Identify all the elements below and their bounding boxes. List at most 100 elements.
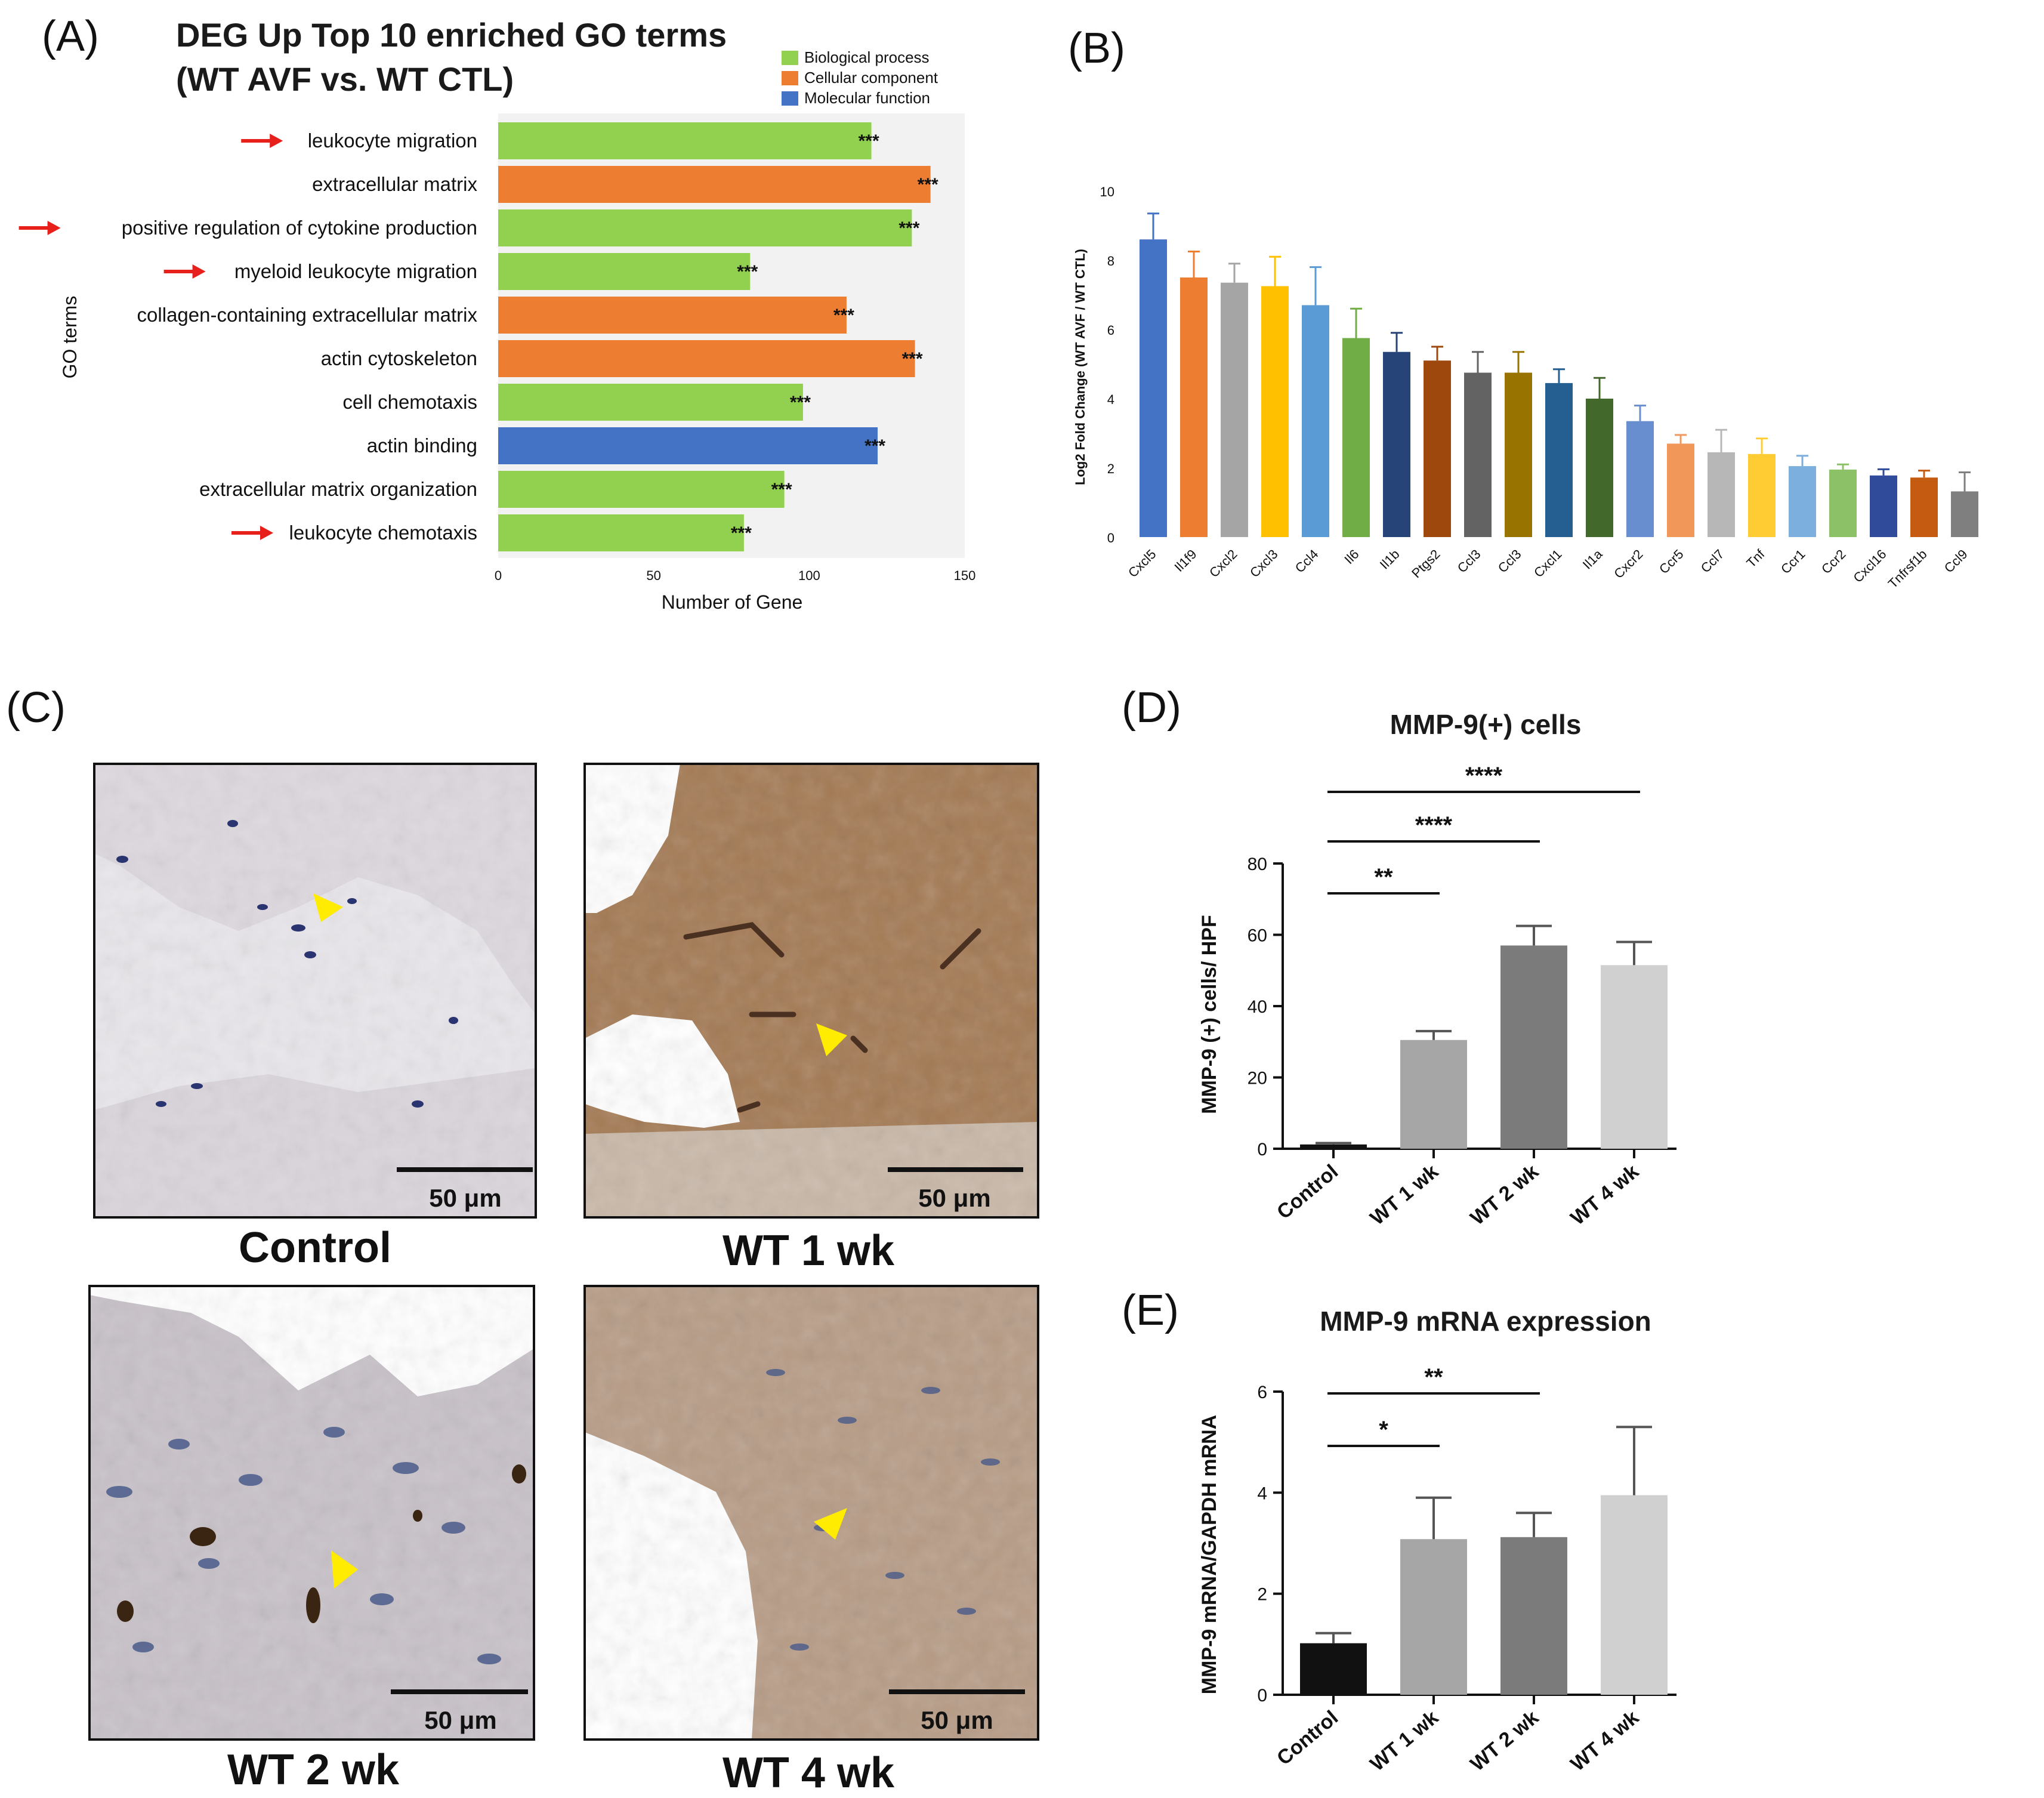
go-term-label: leukocyte migration: [308, 129, 477, 152]
bar: [1789, 466, 1816, 537]
go-term-label: extracellular matrix organization: [199, 478, 477, 500]
x-tick-label: WT 2 wk: [1466, 1160, 1543, 1230]
x-tick-label: Cxcl16: [1850, 547, 1889, 585]
x-tick-label: Ccr5: [1656, 547, 1687, 577]
go-term-label: positive regulation of cytokine producti…: [122, 217, 477, 239]
x-tick-label: Control: [1273, 1160, 1342, 1224]
go-term-label: cell chemotaxis: [342, 391, 477, 413]
significance-label: ***: [790, 393, 811, 412]
go-term-label: actin cytoskeleton: [321, 347, 477, 369]
panel-letter-a: (A): [42, 13, 99, 60]
x-tick-label: WT 4 wk: [1567, 1706, 1644, 1776]
x-tick-label: 100: [798, 568, 820, 583]
bar: [1667, 443, 1694, 537]
bar: [1601, 965, 1668, 1149]
micrograph-caption-wt-4wk: WT 4 wk: [722, 1749, 895, 1797]
bar: [1910, 477, 1938, 537]
y-tick-label: 2: [1107, 461, 1114, 476]
x-tick-label: Ccl3: [1495, 547, 1524, 576]
x-tick-label: Il1a: [1580, 546, 1605, 572]
arrowhead-marker: [816, 1023, 847, 1056]
significance-label: ***: [902, 349, 923, 369]
panel-a-title: DEG Up Top 10 enriched GO terms: [176, 16, 727, 54]
micrograph-caption-wt-2wk: WT 2 wk: [227, 1746, 400, 1794]
legend-label: Molecular function: [804, 89, 930, 107]
bar: [498, 427, 878, 464]
x-tick-label: 0: [495, 568, 502, 583]
micrograph-control: 50 μm Control: [93, 763, 537, 1272]
bar: [1140, 239, 1167, 537]
significance-label: ****: [1415, 812, 1453, 838]
panel-e-y-axis-label: MMP-9 mRNA/GAPDH mRNA: [1198, 1415, 1221, 1694]
bar: [1500, 1537, 1567, 1695]
significance-label: ****: [1465, 763, 1503, 789]
bar: [1180, 277, 1208, 537]
x-tick-label: Ccl9: [1941, 547, 1971, 576]
panel-d-mmp9-cells-chart: MMP-9(+) cells 0 20 40 60 80 Control WT 1 wk WT…: [1198, 709, 1676, 1230]
x-tick-label: Ccr1: [1778, 547, 1808, 577]
significance-label: ***: [864, 436, 885, 456]
panel-b-fold-change-chart: 0 2 4 6 8 10 Cxcl5 Il1f9 Cxcl2 Cxcl3 Ccl4 Il6 Il1b P…: [1073, 184, 1978, 591]
red-arrow-head: [270, 134, 283, 148]
panel-a-y-axis-label: GO terms: [59, 296, 81, 379]
bar: [1261, 286, 1289, 537]
x-tick-label: Ccr2: [1818, 547, 1849, 577]
panel-letter-d: (D): [1122, 684, 1181, 732]
bar: [498, 122, 872, 159]
bar: [1221, 282, 1248, 537]
go-term-label: extracellular matrix: [312, 173, 477, 195]
y-tick-label: 0: [1257, 1686, 1267, 1706]
panel-c-micrographs: 50 μm Control 50 μm WT 1 wk: [88, 763, 1039, 1797]
x-tick-label: WT 4 wk: [1567, 1160, 1644, 1230]
bar: [1829, 469, 1857, 537]
x-tick-label: Control: [1273, 1706, 1342, 1770]
x-tick-label: Il1b: [1377, 547, 1403, 572]
x-tick-label: Cxcl5: [1125, 547, 1159, 581]
y-tick-label: 0: [1107, 531, 1114, 545]
bar: [1870, 475, 1897, 537]
red-arrow-head: [47, 221, 61, 235]
arrowhead-marker: [313, 893, 343, 922]
x-tick-label: Cxcl3: [1247, 547, 1281, 581]
x-tick-label: WT 2 wk: [1466, 1706, 1543, 1776]
arrowhead-marker: [331, 1550, 358, 1589]
y-tick-label: 20: [1248, 1069, 1267, 1088]
bar: [498, 166, 931, 203]
x-tick-label: Il1f9: [1171, 547, 1199, 575]
y-tick-label: 2: [1257, 1585, 1267, 1605]
y-tick-label: 4: [1257, 1484, 1267, 1503]
x-tick-label: Cxcl1: [1531, 547, 1565, 581]
x-tick-label: 50: [646, 568, 660, 583]
micrograph-caption-wt-1wk: WT 1 wk: [722, 1227, 895, 1275]
panel-letter-c: (C): [6, 684, 66, 732]
bar: [1626, 421, 1654, 537]
y-tick-label: 40: [1248, 997, 1267, 1017]
micrograph-wt-2wk: 50 μm WT 2 wk: [88, 1285, 535, 1794]
scale-bar-label: 50 μm: [429, 1184, 501, 1212]
significance-label: ***: [859, 131, 879, 151]
panel-a-x-axis-label: Number of Gene: [662, 591, 803, 613]
bar: [1708, 452, 1735, 537]
bar: [1748, 454, 1776, 537]
y-tick-label: 60: [1248, 926, 1267, 946]
y-tick-label: 0: [1257, 1140, 1267, 1159]
panel-d-title: MMP-9(+) cells: [1390, 709, 1582, 740]
x-tick-label: Cxcl2: [1206, 547, 1240, 581]
bar: [1342, 338, 1370, 537]
red-arrow-head: [192, 264, 206, 279]
y-tick-label: 10: [1100, 184, 1114, 199]
bar: [1400, 1040, 1467, 1149]
x-tick-label: Ccl7: [1698, 547, 1727, 576]
x-tick-label: Il6: [1341, 547, 1361, 567]
bar: [498, 297, 847, 334]
significance-label: ***: [731, 523, 752, 543]
go-term-label: actin binding: [367, 434, 477, 457]
panel-d-y-axis-label: MMP-9 (+) cells/ HPF: [1198, 915, 1221, 1114]
panel-b-y-axis-label: Log2 Fold Change (WT AVF / WT CTL): [1073, 249, 1088, 485]
significance-label: ***: [771, 480, 792, 499]
bar: [498, 253, 751, 290]
legend-swatch: [782, 51, 798, 65]
legend-label: Cellular component: [804, 69, 938, 87]
bar: [498, 340, 915, 377]
